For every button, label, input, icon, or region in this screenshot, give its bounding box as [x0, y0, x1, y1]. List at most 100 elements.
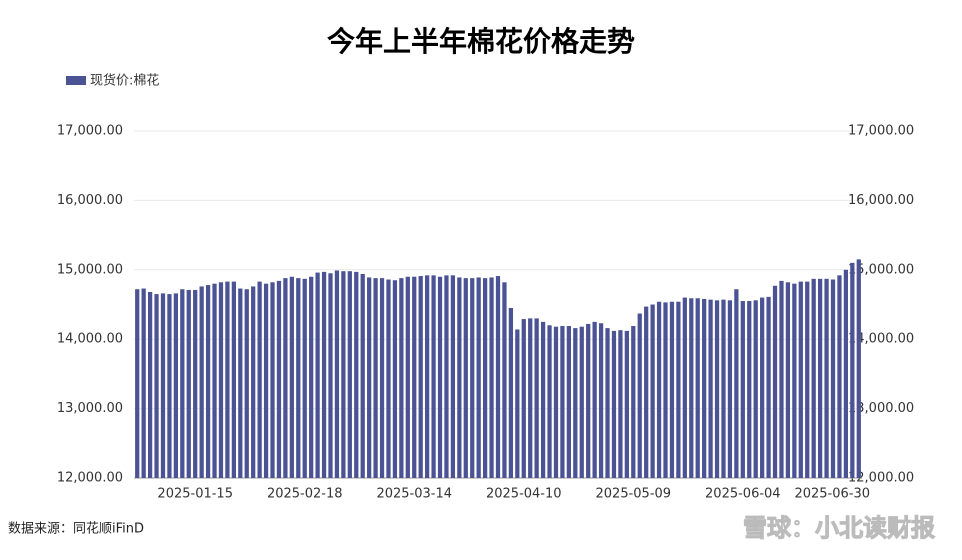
bar: [508, 307, 514, 478]
bar: [186, 289, 191, 478]
bar: [553, 326, 559, 478]
bar: [850, 262, 855, 478]
bar: [257, 281, 262, 478]
bar: [482, 278, 488, 478]
bar: [650, 304, 655, 478]
bar: [727, 300, 733, 478]
bar: [450, 275, 456, 478]
bar: [354, 271, 359, 478]
x-tick-label: 2025-05-09: [596, 487, 672, 502]
bar: [347, 271, 352, 478]
bar: [747, 301, 752, 478]
bar: [379, 278, 385, 478]
bar: [830, 279, 836, 478]
bar: [515, 329, 520, 478]
bar: [173, 293, 179, 478]
x-tick-label: 2025-06-04: [705, 487, 781, 502]
bar: [296, 278, 301, 478]
bar: [856, 259, 861, 478]
bar: [740, 301, 745, 478]
y-tick-label: 16,000.00: [57, 193, 123, 208]
bar: [779, 280, 784, 478]
bar: [341, 271, 346, 478]
bar: [244, 289, 249, 478]
bar: [431, 275, 436, 478]
bar: [644, 306, 649, 478]
bar: [753, 300, 758, 478]
bar: [147, 292, 153, 478]
bar: [276, 280, 282, 478]
bar: [463, 278, 468, 478]
bar: [843, 269, 849, 478]
bar: [631, 326, 636, 478]
bar: [373, 278, 378, 478]
bar: [412, 276, 417, 478]
y-tick-label: 14,000.00: [57, 332, 123, 347]
bar: [367, 277, 372, 478]
bar: [618, 330, 623, 478]
bar: [566, 326, 571, 478]
bar: [734, 289, 739, 478]
bar: [437, 276, 443, 478]
bar: [193, 289, 198, 478]
bar: [141, 288, 146, 478]
legend-swatch: [66, 76, 86, 85]
bar: [199, 286, 204, 478]
bar: [425, 275, 430, 478]
bar: [760, 297, 765, 478]
bar: [444, 275, 449, 478]
bar: [579, 326, 584, 478]
bar: [528, 318, 533, 478]
bar: [180, 289, 185, 478]
bar: [592, 321, 597, 478]
bar: [721, 299, 726, 478]
bar: [772, 285, 778, 478]
y-tick-label: 13,000.00: [57, 401, 123, 416]
y2-tick-label: 17,000.00: [848, 124, 914, 139]
bar: [540, 321, 546, 478]
bar: [547, 325, 552, 478]
bar: [328, 273, 333, 478]
x-tick-label: 2025-02-18: [267, 487, 343, 502]
bar: [476, 277, 481, 478]
bar: [598, 323, 604, 478]
bar: [824, 278, 829, 478]
bar: [315, 272, 320, 478]
bar: [263, 283, 269, 478]
bar: [489, 277, 494, 478]
bar: [605, 328, 610, 478]
bar: [702, 298, 707, 478]
bar: [283, 278, 288, 478]
bar: [399, 278, 404, 478]
x-tick-label: 2025-03-14: [376, 487, 452, 502]
bar: [238, 288, 243, 478]
x-tick-label: 2025-01-15: [157, 487, 233, 502]
bar: [321, 271, 327, 478]
bar: [495, 276, 501, 478]
bar: [689, 298, 694, 478]
bar: [817, 278, 823, 478]
bar: [405, 276, 410, 478]
y2-tick-label: 16,000.00: [848, 193, 914, 208]
bar: [309, 276, 314, 478]
x-tick-label: 2025-04-10: [486, 487, 562, 502]
bar: [502, 282, 507, 478]
y-tick-label: 12,000.00: [57, 471, 123, 486]
y-tick-label: 17,000.00: [57, 124, 123, 139]
bar: [418, 276, 423, 478]
bar: [766, 296, 771, 478]
bar: [663, 302, 668, 478]
bar: [457, 277, 462, 478]
bar: [212, 283, 217, 478]
bar: [521, 319, 526, 478]
y2-tick-label: 12,000.00: [848, 471, 914, 486]
bar: [695, 298, 700, 478]
bar: [289, 276, 294, 478]
bar: [798, 281, 803, 478]
bar: [167, 294, 172, 478]
chart-title: 今年上半年棉花价格走势: [327, 25, 635, 58]
bar: [837, 275, 842, 478]
bar: [611, 330, 617, 478]
y2-tick-label: 15,000.00: [848, 262, 914, 277]
y2-tick-label: 14,000.00: [848, 332, 914, 347]
